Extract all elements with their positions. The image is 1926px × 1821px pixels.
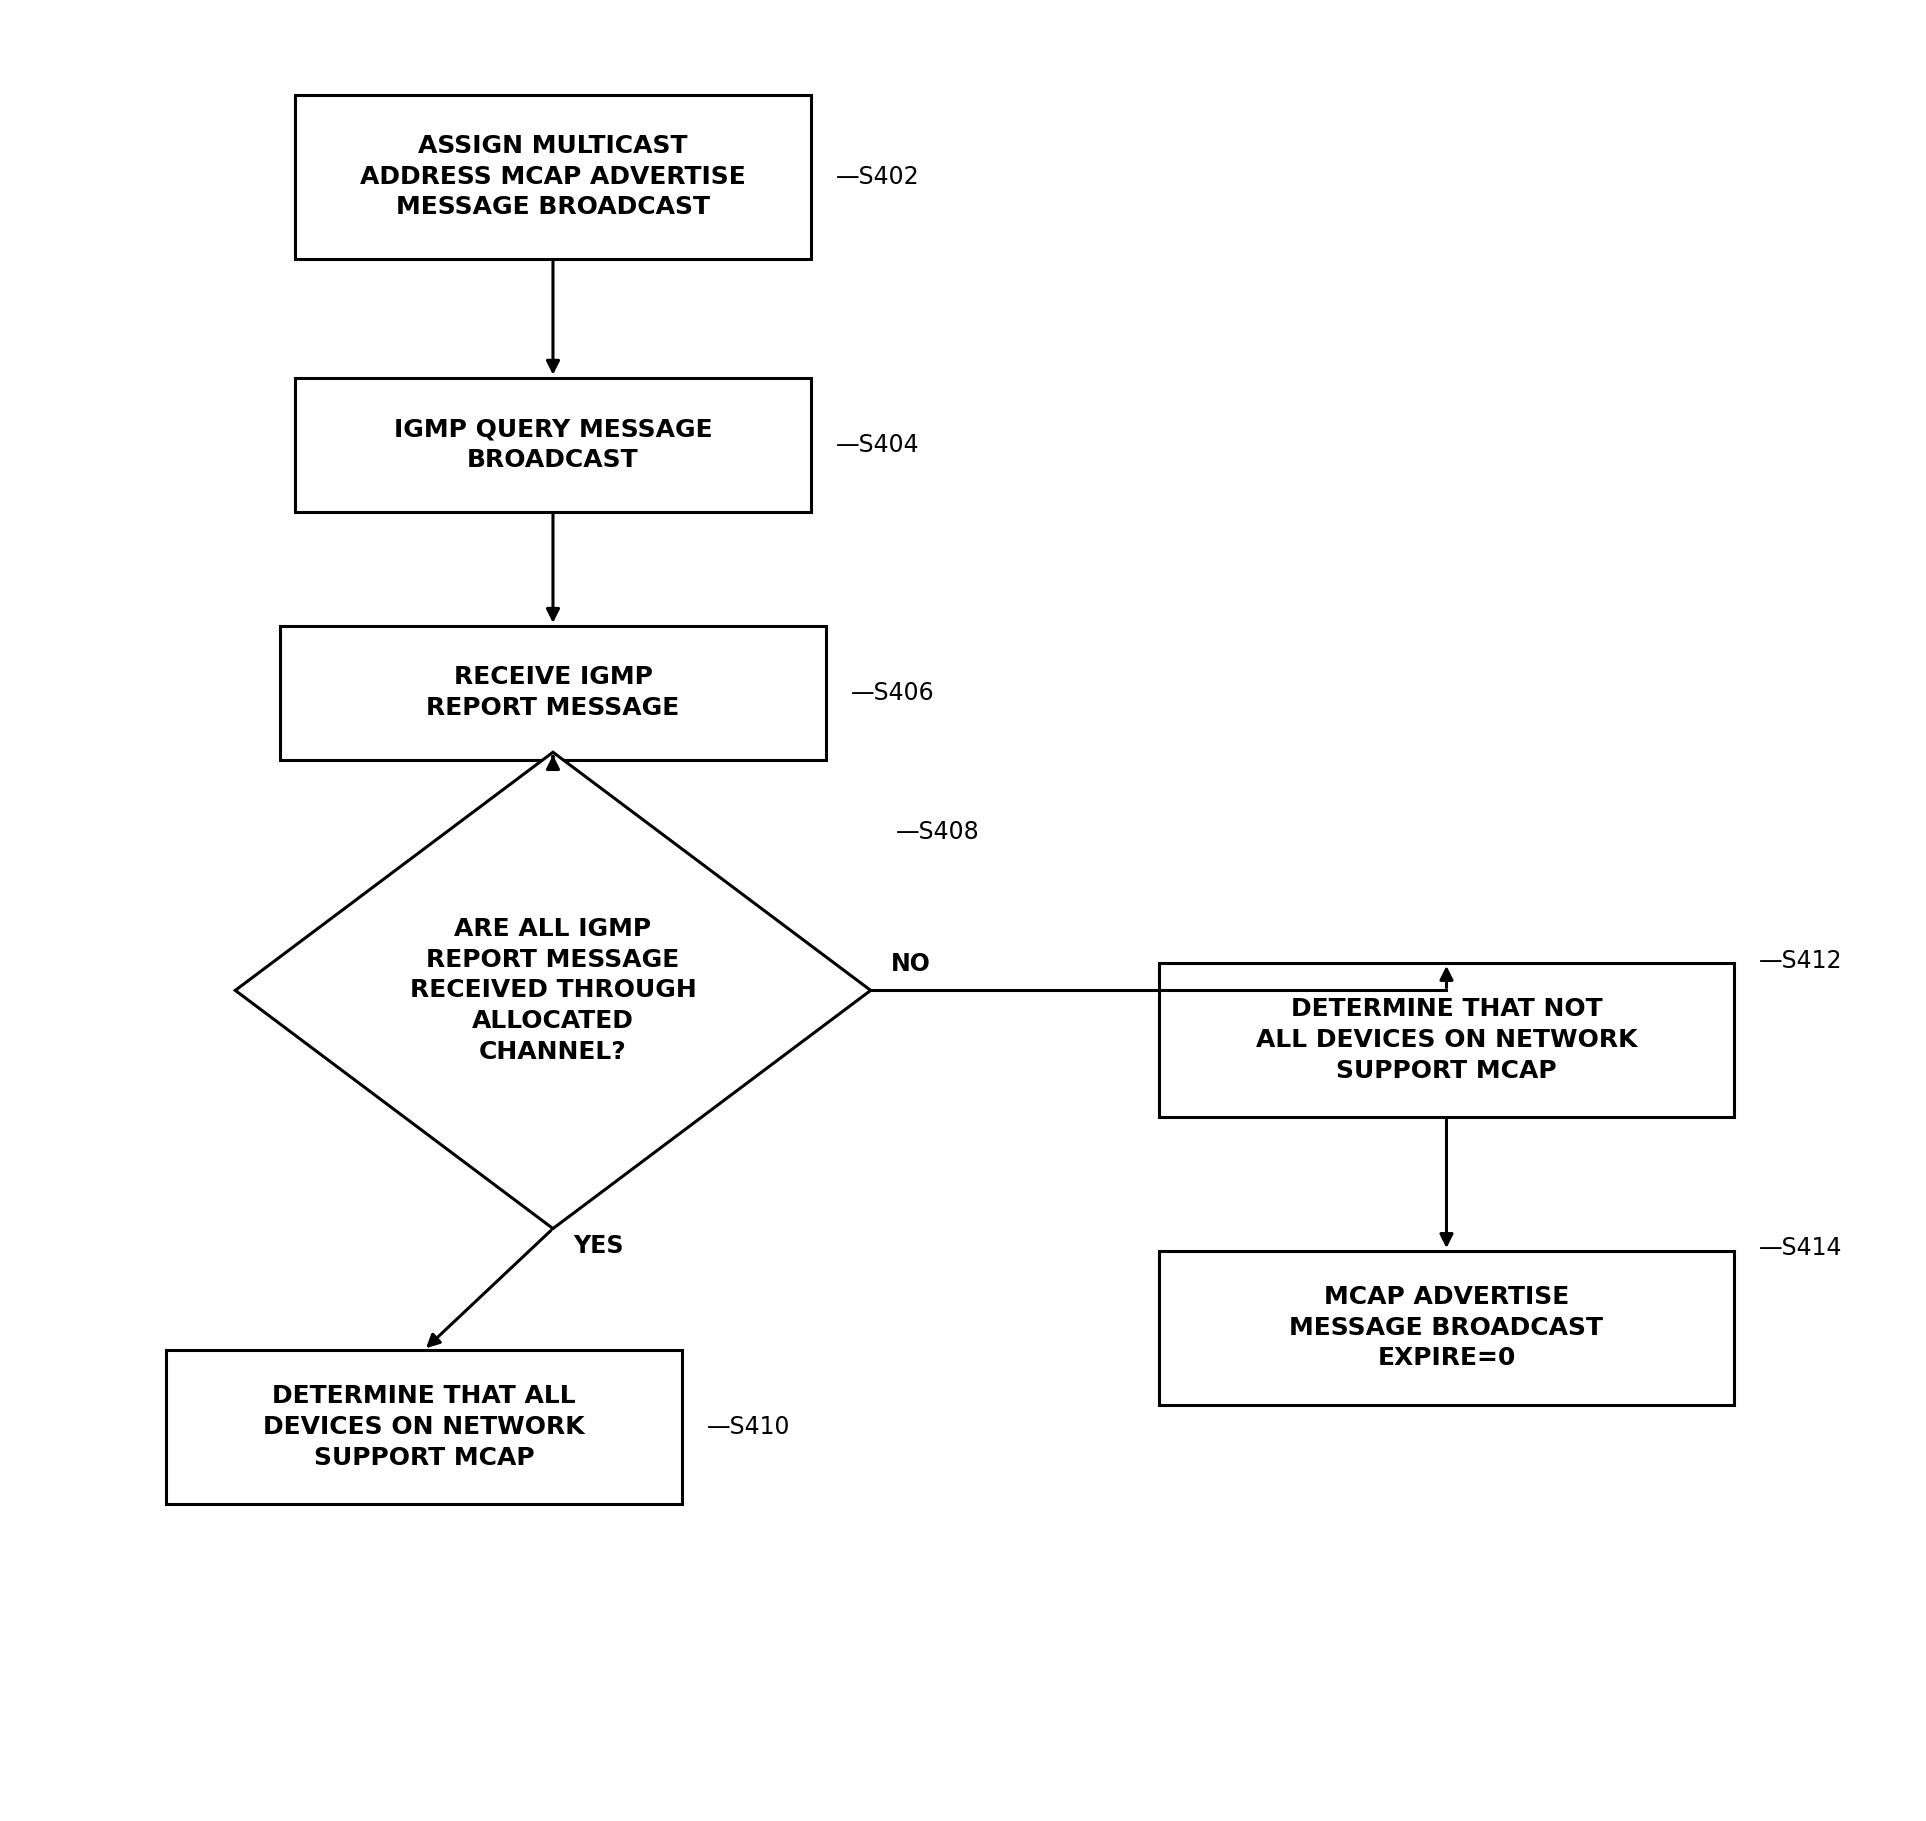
Bar	[279, 626, 826, 759]
Bar	[295, 377, 811, 512]
Bar	[1159, 963, 1735, 1116]
Text: ASSIGN MULTICAST
ADDRESS MCAP ADVERTISE
MESSAGE BROADCAST: ASSIGN MULTICAST ADDRESS MCAP ADVERTISE …	[360, 135, 745, 219]
Text: —S402: —S402	[836, 164, 919, 189]
Text: —S406: —S406	[851, 681, 934, 705]
Text: NO: NO	[890, 952, 930, 976]
Text: DETERMINE THAT ALL
DEVICES ON NETWORK
SUPPORT MCAP: DETERMINE THAT ALL DEVICES ON NETWORK SU…	[264, 1384, 586, 1470]
Text: ARE ALL IGMP
REPORT MESSAGE
RECEIVED THROUGH
ALLOCATED
CHANNEL?: ARE ALL IGMP REPORT MESSAGE RECEIVED THR…	[410, 918, 697, 1063]
Text: —S414: —S414	[1758, 1236, 1843, 1260]
Text: MCAP ADVERTISE
MESSAGE BROADCAST
EXPIRE=0: MCAP ADVERTISE MESSAGE BROADCAST EXPIRE=…	[1290, 1286, 1604, 1371]
Bar	[295, 95, 811, 259]
Polygon shape	[235, 752, 871, 1229]
Text: —S412: —S412	[1758, 949, 1843, 972]
Text: —S404: —S404	[836, 433, 919, 457]
Text: IGMP QUERY MESSAGE
BROADCAST: IGMP QUERY MESSAGE BROADCAST	[393, 417, 713, 472]
Bar	[1159, 1251, 1735, 1404]
Text: —S408: —S408	[896, 819, 978, 843]
Text: —S410: —S410	[707, 1415, 790, 1439]
Text: YES: YES	[572, 1233, 624, 1258]
Bar	[166, 1349, 682, 1504]
Text: DETERMINE THAT NOT
ALL DEVICES ON NETWORK
SUPPORT MCAP: DETERMINE THAT NOT ALL DEVICES ON NETWOR…	[1256, 998, 1637, 1083]
Text: RECEIVE IGMP
REPORT MESSAGE: RECEIVE IGMP REPORT MESSAGE	[426, 665, 680, 719]
